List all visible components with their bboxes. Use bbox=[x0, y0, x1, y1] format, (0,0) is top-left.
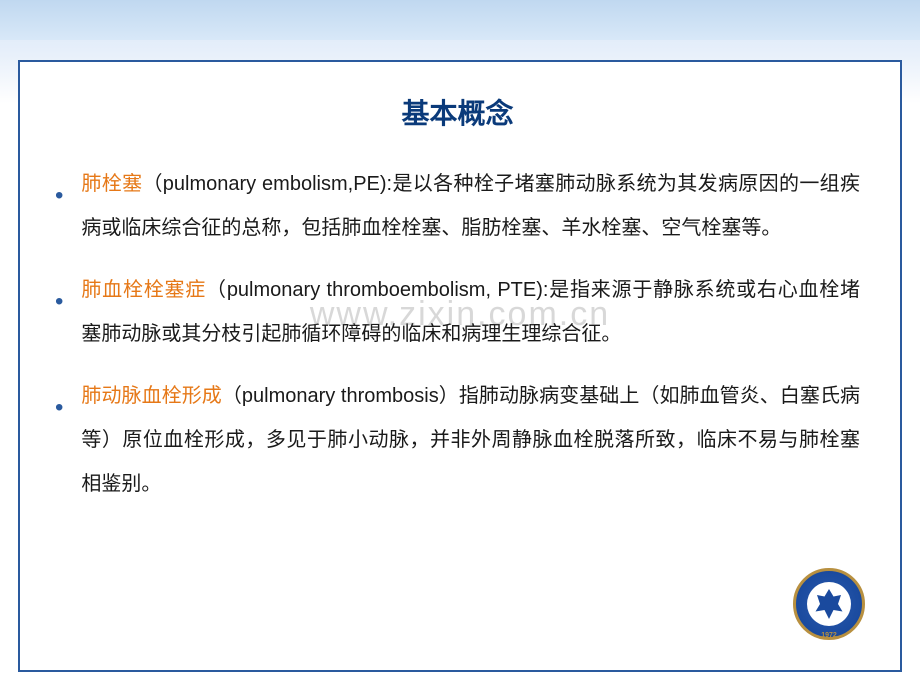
bullet-content: 肺栓塞（pulmonary embolism,PE):是以各种栓子堵塞肺动脉系统… bbox=[81, 162, 860, 250]
list-item: • 肺栓塞（pulmonary embolism,PE):是以各种栓子堵塞肺动脉… bbox=[55, 162, 860, 250]
institution-logo: 1972 bbox=[793, 568, 865, 640]
paren-close: ） bbox=[439, 385, 459, 407]
concept-list: • 肺栓塞（pulmonary embolism,PE):是以各种栓子堵塞肺动脉… bbox=[55, 162, 860, 506]
logo-inner-circle bbox=[807, 582, 851, 626]
slide-title: 基本概念 bbox=[55, 92, 860, 132]
term-highlight: 肺血栓栓塞症 bbox=[81, 279, 206, 301]
slide-frame: 基本概念 • 肺栓塞（pulmonary embolism,PE):是以各种栓子… bbox=[18, 60, 902, 672]
english-term: pulmonary thrombosis bbox=[242, 385, 439, 407]
paren-open: （ bbox=[206, 279, 227, 301]
logo-symbol-icon bbox=[814, 589, 844, 619]
paren-open: （ bbox=[222, 385, 242, 407]
list-item: • 肺血栓栓塞症（pulmonary thromboembolism, PTE)… bbox=[55, 268, 860, 356]
header-gradient-strip bbox=[0, 0, 920, 40]
logo-outer-ring: 1972 bbox=[793, 568, 865, 640]
list-item: • 肺动脉血栓形成（pulmonary thrombosis）指肺动脉病变基础上… bbox=[55, 374, 860, 506]
term-highlight: 肺动脉血栓形成 bbox=[81, 385, 221, 407]
english-term: pulmonary embolism,PE) bbox=[163, 173, 387, 195]
bullet-icon: • bbox=[55, 276, 63, 329]
term-highlight: 肺栓塞 bbox=[81, 173, 142, 195]
english-term: pulmonary thromboembolism, PTE) bbox=[227, 279, 543, 301]
bullet-content: 肺动脉血栓形成（pulmonary thrombosis）指肺动脉病变基础上（如… bbox=[81, 374, 860, 506]
bullet-icon: • bbox=[55, 382, 63, 435]
bullet-icon: • bbox=[55, 170, 63, 223]
bullet-content: 肺血栓栓塞症（pulmonary thromboembolism, PTE):是… bbox=[81, 268, 860, 356]
paren-open: （ bbox=[142, 173, 162, 195]
logo-year: 1972 bbox=[821, 632, 837, 639]
